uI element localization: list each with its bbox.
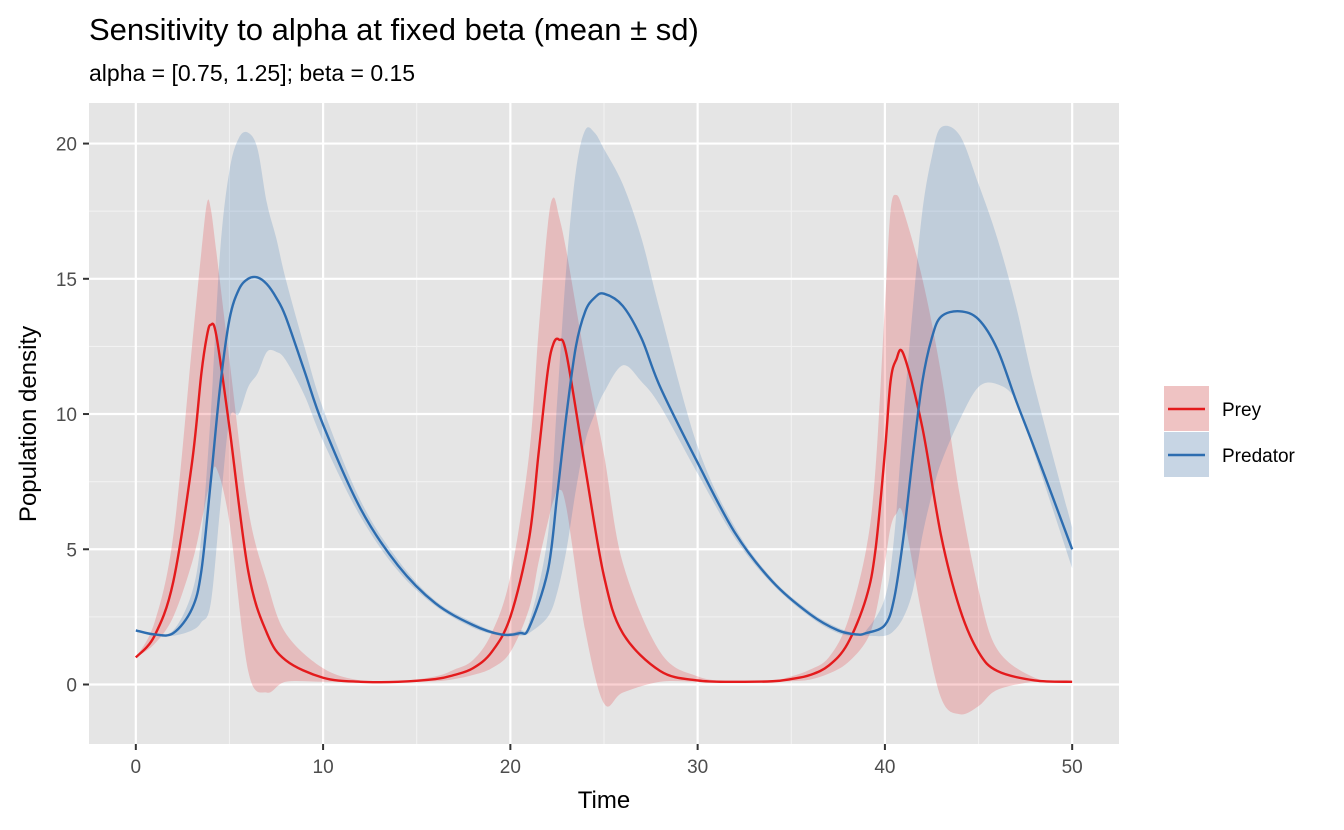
y-tick-label: 10 <box>56 405 77 426</box>
grid-major <box>89 103 1119 744</box>
chart-subtitle: alpha = [0.75, 1.25]; beta = 0.15 <box>89 60 416 86</box>
legend-label-prey: Prey <box>1222 400 1262 421</box>
ribbons <box>135 125 1073 715</box>
x-tick-labels: 0 10 20 30 40 50 <box>131 757 1083 778</box>
x-axis-title: Time <box>578 787 630 814</box>
grid-minor <box>89 103 1119 744</box>
x-tick-label: 30 <box>687 757 708 778</box>
y-tick-label: 15 <box>56 270 77 291</box>
y-tick-label: 20 <box>56 135 77 156</box>
line-prey <box>134 322 1073 684</box>
legend: Prey Predator <box>1164 386 1296 477</box>
chart-title: Sensitivity to alpha at fixed beta (mean… <box>89 12 699 47</box>
y-tick-label: 0 <box>66 675 77 696</box>
x-tick-label: 0 <box>131 757 142 778</box>
ribbon-predator <box>135 125 1073 637</box>
ribbon-prey <box>135 194 1073 715</box>
y-tick-label: 5 <box>66 540 77 561</box>
series-lines <box>134 275 1074 684</box>
x-tick-label: 20 <box>500 757 521 778</box>
line-predator <box>135 275 1074 637</box>
x-tick-label: 40 <box>874 757 895 778</box>
x-tick-label: 50 <box>1062 757 1083 778</box>
x-tick-label: 10 <box>313 757 334 778</box>
y-axis-title: Population density <box>15 326 42 522</box>
y-tick-labels: 0 5 10 15 20 <box>56 135 77 697</box>
legend-label-predator: Predator <box>1222 446 1296 467</box>
axis-ticks <box>83 142 1074 750</box>
